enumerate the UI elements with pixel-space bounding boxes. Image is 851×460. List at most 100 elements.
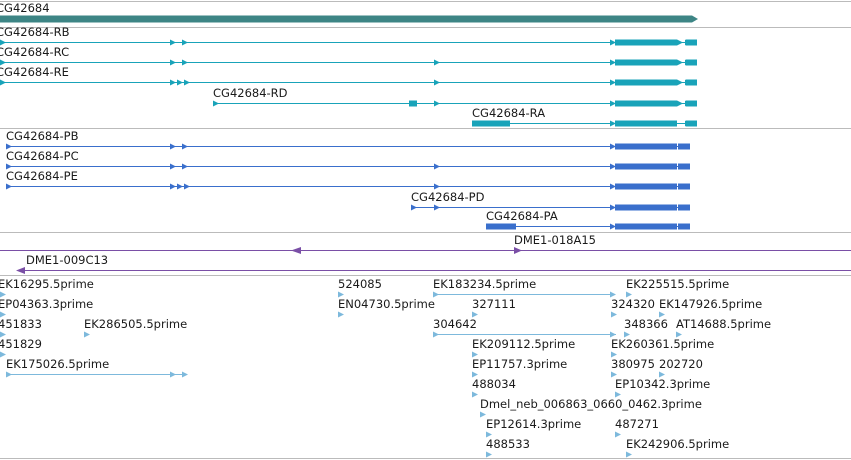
transcript-exon (686, 39, 697, 46)
est-label[interactable]: 451833 (0, 317, 42, 331)
transcript-label[interactable]: CG42684-RC (0, 45, 69, 59)
est-strand-arrow (0, 351, 6, 358)
est-label[interactable]: 524085 (338, 277, 382, 291)
transcript-strand-arrow (677, 39, 683, 46)
protein-exon (678, 143, 690, 150)
transcript-label[interactable]: CG42684-RE (0, 65, 69, 79)
est-strand-arrow (472, 351, 478, 358)
protein-exon (615, 223, 677, 230)
protein-label[interactable]: CG42684-PE (6, 169, 78, 183)
protein-exon (678, 183, 690, 190)
est-strand-arrow (170, 371, 176, 378)
est-strand-arrow (480, 411, 486, 418)
bac-label[interactable]: DME1-009C13 (26, 253, 108, 267)
est-label[interactable]: EK242906.5prime (626, 437, 729, 451)
est-strand-arrow (624, 331, 630, 338)
est-strand-arrow (486, 451, 492, 458)
transcript-exon (615, 79, 677, 86)
est-label[interactable]: 304642 (433, 317, 477, 331)
bac-marker (514, 247, 522, 254)
est-label[interactable]: Dmel_neb_006863_0660_0462.3prime (480, 397, 702, 411)
transcript-exon (686, 79, 697, 86)
est-strand-arrow (0, 331, 6, 338)
gene-label[interactable]: CG42684 (0, 1, 50, 15)
transcript-strand-arrow (685, 79, 691, 86)
gene-track: CG42684 (0, 1, 698, 23)
est-label[interactable]: EK183234.5prime (433, 277, 536, 291)
est-label[interactable]: EK260361.5prime (611, 337, 714, 351)
est-label[interactable]: EP12614.3prime (486, 417, 581, 431)
protein-strand-arrow (434, 163, 440, 170)
est-label[interactable]: 380975 (611, 357, 655, 371)
transcript-exon (686, 120, 697, 127)
est-strand-arrow (433, 331, 439, 338)
transcript-strand-arrow (685, 120, 691, 127)
transcript-strand-arrow (0, 79, 6, 86)
est-strand-arrow (0, 311, 6, 318)
transcript-strand-arrow (610, 120, 616, 127)
est-strand-arrow (626, 451, 632, 458)
transcript-strand-arrow (685, 59, 691, 66)
protein-strand-arrow (610, 223, 616, 230)
protein-exon (678, 223, 690, 230)
protein-label[interactable]: CG42684-PB (6, 129, 79, 143)
protein-label[interactable]: CG42684-PC (6, 149, 79, 163)
protein-exon (678, 163, 690, 170)
transcript-strand-arrow (677, 79, 683, 86)
est-strand-arrow (615, 431, 621, 438)
transcript-strand-arrow (170, 39, 176, 46)
est-label[interactable]: AT14688.5prime (676, 317, 771, 331)
protein-label[interactable]: CG42684-PD (411, 190, 485, 204)
est-strand-arrow (615, 391, 621, 398)
est-label[interactable]: EP11757.3prime (472, 357, 567, 371)
est-label[interactable]: EK147926.5prime (659, 297, 762, 311)
est-strand-arrow (611, 351, 617, 358)
est-label[interactable]: EK16295.5prime (0, 277, 94, 291)
gene-feature[interactable] (0, 15, 698, 23)
protein-track: CG42684-PB CG42684-PC CG42684-PE CG42684… (6, 129, 690, 230)
est-label[interactable]: 327111 (472, 297, 516, 311)
est-label[interactable]: EP10342.3prime (615, 377, 710, 391)
est-label[interactable]: 487271 (615, 417, 659, 431)
protein-exon (678, 204, 690, 211)
est-strand-arrow (0, 291, 6, 298)
transcript-strand-arrow (182, 59, 188, 66)
bac-marker (291, 247, 301, 254)
est-label[interactable]: EP04363.3prime (0, 297, 93, 311)
est-label[interactable]: EK175026.5prime (6, 357, 109, 371)
est-strand-arrow (338, 311, 344, 318)
est-label[interactable]: EN04730.5prime (338, 297, 435, 311)
est-strand-arrow (610, 291, 616, 298)
protein-strand-arrow (170, 163, 176, 170)
est-label[interactable]: 324320 (611, 297, 655, 311)
bac-label[interactable]: DME1-018A15 (514, 233, 596, 247)
transcript-strand-arrow (0, 39, 6, 46)
protein-strand-arrow (177, 183, 183, 190)
protein-exon (615, 163, 677, 170)
est-label[interactable]: 488533 (486, 437, 530, 451)
protein-exon (615, 204, 677, 211)
transcript-label[interactable]: CG42684-RD (213, 86, 288, 100)
est-label[interactable]: EK286505.5prime (84, 317, 187, 331)
protein-strand-arrow (6, 183, 12, 190)
protein-strand-arrow (6, 143, 12, 150)
transcript-label[interactable]: CG42684-RB (0, 25, 70, 39)
bac-track: DME1-018A15 DME1-009C13 (0, 233, 851, 274)
transcript-exon (615, 59, 677, 66)
protein-strand-arrow (610, 143, 616, 150)
est-label[interactable]: 202720 (659, 357, 703, 371)
protein-strand-arrow (610, 163, 616, 170)
transcript-label[interactable]: CG42684-RA (472, 106, 545, 120)
transcript-strand-arrow (685, 100, 691, 107)
est-label[interactable]: EK209112.5prime (472, 337, 575, 351)
protein-exon (486, 223, 516, 230)
est-label[interactable]: 488034 (472, 377, 516, 391)
protein-strand-arrow (610, 204, 616, 211)
protein-strand-arrow (6, 163, 12, 170)
transcript-strand-arrow (685, 39, 691, 46)
est-label[interactable]: EK225515.5prime (626, 277, 729, 291)
est-label[interactable]: 451829 (0, 337, 42, 351)
protein-label[interactable]: CG42684-PA (486, 209, 558, 223)
transcript-strand-arrow (170, 59, 176, 66)
est-label[interactable]: 348366 (624, 317, 668, 331)
